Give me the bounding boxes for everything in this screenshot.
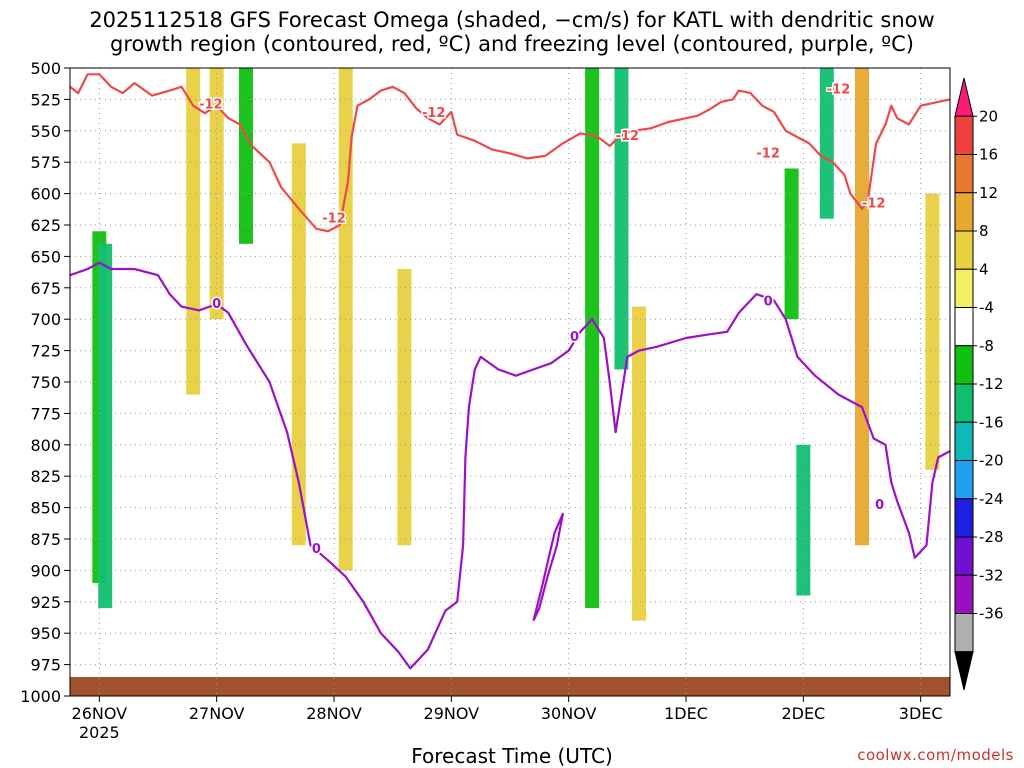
- chart-title: 2025112518 GFS Forecast Omega (shaded, −…: [89, 8, 935, 32]
- colorbar-swatch: [954, 421, 974, 461]
- colorbar-arrow-bottom: [954, 651, 974, 691]
- omega-cell: [819, 68, 834, 219]
- contour-label: -12: [862, 197, 886, 212]
- contour-label: 0: [570, 330, 579, 345]
- y-tick-label: 500: [30, 59, 61, 78]
- colorbar-swatch: [954, 613, 974, 653]
- x-axis-label: Forecast Time (UTC): [411, 744, 613, 768]
- contour-label: 0: [764, 295, 773, 310]
- y-tick-label: 550: [30, 122, 61, 141]
- contour-label: -12: [422, 106, 446, 121]
- colorbar-swatch: [954, 498, 974, 538]
- colorbar-swatch: [954, 230, 974, 270]
- omega-cell: [397, 268, 412, 546]
- omega-cell: [784, 168, 799, 320]
- omega-cell: [98, 243, 113, 609]
- omega-cell: [239, 68, 253, 244]
- x-tick-label: 2DEC: [781, 704, 825, 723]
- colorbar-label: -16: [979, 413, 1004, 431]
- contour-line: [70, 261, 950, 670]
- x-tick-label: 28NOV: [306, 704, 362, 723]
- y-tick-label: 875: [30, 530, 61, 549]
- contour-label: -12: [322, 212, 346, 227]
- x-tick-label: 29NOV: [424, 704, 480, 723]
- x-tick-label: 30NOV: [541, 704, 597, 723]
- contour-label: -12: [827, 82, 851, 97]
- y-tick-label: 775: [30, 404, 61, 423]
- y-tick-label: 625: [30, 216, 61, 235]
- colorbar-swatch: [954, 383, 974, 423]
- contour-line: [532, 512, 564, 622]
- colorbar-swatch: [954, 192, 974, 232]
- omega-cell: [585, 68, 600, 609]
- y-tick-label: 750: [30, 373, 61, 392]
- y-tick-label: 900: [30, 561, 61, 580]
- y-tick-label: 525: [30, 90, 61, 109]
- colorbar-swatch: [954, 154, 974, 194]
- colorbar-label: -4: [979, 299, 994, 317]
- y-tick-label: 650: [30, 247, 61, 266]
- contour-label: 0: [312, 542, 321, 557]
- omega-cell: [855, 68, 869, 546]
- contour-label: -12: [616, 129, 640, 144]
- x-tick-label: 1DEC: [664, 704, 708, 723]
- y-tick-label: 725: [30, 342, 61, 361]
- y-tick-label: 925: [30, 593, 61, 612]
- x-tick-label: 27NOV: [189, 704, 245, 723]
- colorbar-label: -32: [979, 566, 1004, 584]
- colorbar-label: -28: [979, 528, 1004, 546]
- colorbar-label: -20: [979, 452, 1004, 470]
- grid: [70, 67, 950, 697]
- x-tick-label: 26NOV: [72, 704, 128, 723]
- credit-text: coolwx.com/models: [857, 746, 1014, 764]
- chart-subtitle: growth region (contoured, red, ºC) and f…: [110, 32, 914, 56]
- omega-cell: [186, 68, 201, 395]
- x-tick-label: 3DEC: [899, 704, 943, 723]
- y-tick-label: 950: [30, 624, 61, 643]
- colorbar-arrow-top: [954, 77, 974, 117]
- colorbar-label: 20: [979, 107, 998, 125]
- omega-cell: [614, 68, 629, 370]
- colorbar-label: -24: [979, 490, 1004, 508]
- omega-cell: [796, 444, 811, 596]
- y-tick-label: 800: [30, 436, 61, 455]
- colorbar-swatch: [954, 574, 974, 614]
- colorbar-swatch: [954, 268, 974, 308]
- colorbar-label: -36: [979, 605, 1004, 623]
- y-tick-label: 1000: [20, 687, 61, 706]
- y-axis: 500 525 550 575 600 625 650 675 700 725 750 775 800 8…: [20, 59, 70, 706]
- colorbar-label: 12: [979, 184, 998, 202]
- y-tick-label: 975: [30, 656, 61, 675]
- omega-cell: [925, 193, 940, 470]
- colorbar-label: 4: [979, 260, 989, 278]
- omega-cell: [632, 306, 647, 621]
- y-tick-label: 575: [30, 153, 61, 172]
- contour-label: 0: [212, 297, 221, 312]
- y-tick-label: 700: [30, 310, 61, 329]
- contours: -12 -12 -12 -12 -12 -12 -12 0 0 0 0 0: [70, 73, 950, 670]
- y-tick-label: 825: [30, 467, 61, 486]
- contour-label: 0: [875, 498, 884, 513]
- y-tick-label: 850: [30, 499, 61, 518]
- colorbar-swatch: [954, 536, 974, 576]
- omega-shading: [92, 68, 940, 621]
- x-tick-sublabel: 2025: [79, 723, 120, 742]
- colorbar-label: -8: [979, 337, 994, 355]
- colorbar-label: 16: [979, 146, 998, 164]
- ground-band: [70, 677, 950, 696]
- y-tick-label: 600: [30, 185, 61, 204]
- colorbar-swatch: [954, 460, 974, 500]
- colorbar-swatch: [954, 345, 974, 385]
- colorbar-swatch: [954, 307, 974, 347]
- contour-label: -12: [756, 146, 780, 161]
- colorbar-label: -12: [979, 375, 1004, 393]
- contour-line: [70, 73, 950, 233]
- y-tick-label: 675: [30, 279, 61, 298]
- colorbar: 20 16 12 8 4 -4 -8 -12 -16 -20 -24 -28 -32 -36: [954, 77, 1004, 691]
- colorbar-label: 8: [979, 222, 989, 240]
- contour-label: -12: [199, 97, 223, 112]
- colorbar-swatch: [954, 115, 974, 155]
